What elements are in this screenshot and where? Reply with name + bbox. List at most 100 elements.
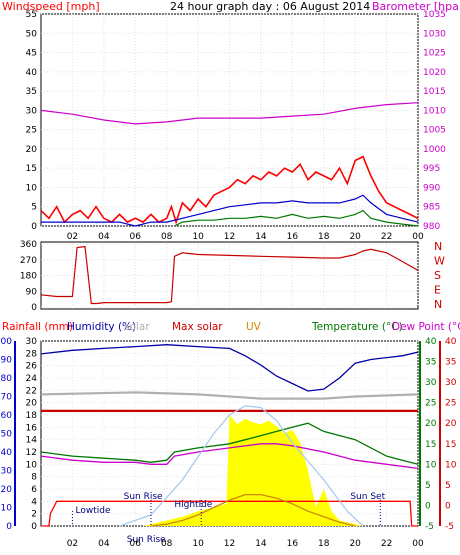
env-series-rain: [41, 500, 418, 527]
rainfall-label: Rainfall (mm): [2, 321, 73, 333]
baro-tick-label: 1000: [423, 145, 446, 155]
wind-series-gust: [40, 155, 419, 225]
env-hour-label: 10: [192, 539, 204, 549]
humidity-label: Humidity (%): [67, 321, 136, 333]
dir-tick-label: 180: [20, 272, 37, 282]
rain-tick-label: 24: [26, 374, 38, 384]
baro-tick-label: 980: [423, 222, 440, 232]
rain-tick-label: 8: [31, 473, 37, 483]
wind-tick-label: 20: [26, 145, 38, 155]
dew-tick-label: 15: [445, 440, 456, 450]
env-hour-label: 12: [224, 539, 235, 549]
rain-tick-label: 30: [26, 337, 38, 347]
wind-grid: [41, 13, 419, 227]
env-hour-label: 18: [318, 539, 330, 549]
dir-tick-label: 0: [31, 303, 37, 313]
rain-tick-label: 14: [26, 436, 38, 446]
env-hour-label: 04: [98, 539, 110, 549]
temp-tick-label: 10: [425, 460, 437, 470]
dew-tick-label: 10: [445, 460, 457, 470]
rain-tick-label: 4: [31, 497, 37, 507]
wind-hour-label: 08: [161, 232, 173, 242]
humidity-ticks: 1009080706050403020100: [0, 337, 12, 532]
solar-label: solar: [124, 321, 150, 333]
env-series-humidity: [40, 344, 419, 392]
barometer-axis-label: Barometer [hpa]: [372, 0, 460, 13]
baro-tick-label: 1020: [423, 68, 446, 78]
wind-hour-label: 06: [130, 232, 142, 242]
wind-tick-label: 25: [26, 126, 37, 136]
baro-tick-label: 985: [423, 203, 440, 213]
compass-label: N: [434, 298, 442, 311]
wind-hour-label: 12: [224, 232, 235, 242]
baro-tick-label: 990: [423, 183, 440, 193]
rain-tick-label: 6: [31, 485, 37, 495]
humidity-tick-label: 70: [1, 393, 13, 403]
temp-tick-label: 20: [425, 419, 437, 429]
humidity-tick-label: 40: [1, 448, 13, 458]
wind-tick-label: 50: [26, 29, 38, 39]
humidity-tick-label: 90: [1, 356, 13, 366]
humidity-tick-label: 20: [1, 485, 13, 495]
env-hour-label: 08: [161, 539, 173, 549]
wind-series-wind_avg: [41, 194, 419, 227]
wind-hour-ticks: 02 04 06 08 10 12 14 16 18 20 22 00: [67, 232, 424, 242]
temp-tick-label: 40: [425, 337, 437, 347]
wind-hour-label: 04: [98, 232, 110, 242]
uv-label: UV: [246, 321, 262, 333]
rain-tick-label: 0: [31, 522, 37, 532]
wind-tick-label: 30: [26, 106, 38, 116]
wind-tick-label: 5: [31, 203, 37, 213]
rain-tick-label: 26: [26, 362, 38, 372]
wind-tick-label: 15: [26, 164, 37, 174]
temp-tick-label: 15: [425, 440, 436, 450]
env-hour-label: 02: [67, 539, 78, 549]
compass-label: E: [434, 284, 441, 297]
wind-hour-label: 10: [192, 232, 204, 242]
env-hour-ticks: 02 04 06 08 10 12 14 16 18 20 22 00: [67, 539, 424, 549]
temperature-label: Temperature (°C): [311, 321, 403, 333]
baro-tick-label: 1035: [423, 10, 446, 20]
wind-tick-label: 10: [26, 183, 38, 193]
dew-tick-label: 5: [445, 481, 451, 491]
temp-tick-label: 25: [425, 399, 436, 409]
temp-tick-label: -5: [425, 522, 434, 532]
compass-label: W: [434, 255, 445, 268]
dew-tick-label: 40: [445, 337, 457, 347]
baro-tick-label: 1030: [423, 29, 446, 39]
solar-fill: [143, 415, 363, 526]
dew-point-label: Dew Point (°C): [392, 321, 460, 333]
env-annotation: Lowtide: [76, 506, 111, 516]
wind-series-wind_green: [174, 209, 419, 227]
rain-tick-label: 28: [26, 349, 38, 359]
baro-tick-label: 1015: [423, 87, 446, 97]
env-annotation: Sun Rise: [124, 492, 163, 502]
humidity-tick-label: 30: [1, 467, 13, 477]
humidity-tick-label: 100: [0, 337, 12, 347]
humidity-tick-label: 80: [1, 374, 13, 384]
wind-hour-label: 16: [287, 232, 299, 242]
rain-tick-label: 10: [26, 460, 38, 470]
dew-tick-label: 35: [445, 358, 456, 368]
temp-tick-label: 35: [425, 358, 436, 368]
wind-hour-label: 20: [349, 232, 361, 242]
env-series-dew: [40, 443, 419, 470]
dew-tick-label: 0: [445, 501, 451, 511]
env-grid: [41, 340, 419, 527]
env-series-max_solar_curve: [119, 405, 364, 527]
humidity-tick-label: 0: [6, 522, 12, 532]
dir-grid: [41, 243, 419, 308]
dew-tick-label: 30: [445, 378, 457, 388]
baro-right-ticks: 1035 1030 1025 1020 1015 1010 1005 1000 995 990 98…: [423, 10, 446, 232]
env-series: [40, 344, 419, 527]
wind-series-baro: [40, 102, 419, 125]
env-annotation: Hightide: [174, 500, 212, 510]
dir-tick-label: 360: [20, 240, 37, 250]
dir-series-dir: [40, 245, 419, 305]
env-hour-label: 16: [287, 539, 299, 549]
env-series-solar_grey: [40, 391, 419, 400]
